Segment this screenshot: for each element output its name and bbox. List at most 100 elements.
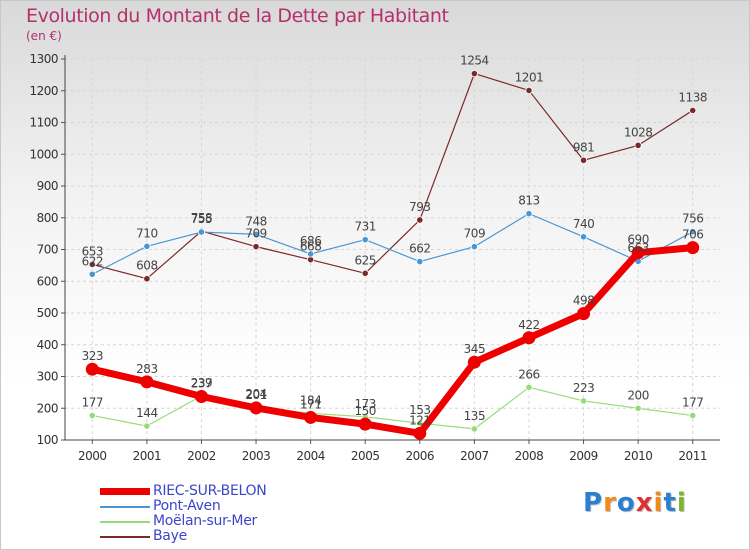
data-label-moelan-sur-mer: 135: [464, 409, 485, 423]
x-tick-label: 2010: [624, 449, 653, 463]
legend-label-pont-aven: Pont-Aven: [153, 498, 221, 514]
data-point-baye: [143, 275, 151, 283]
logo-letter: i: [653, 488, 664, 518]
data-label-baye: 1028: [624, 125, 653, 139]
data-point-moelan-sur-mer: [525, 383, 533, 391]
data-label-layer: 653 608 758 709 668 625 793 1254 1201 981 1028 1138…: [82, 54, 708, 428]
legend-swatch-riec-sur-belon: [100, 488, 150, 495]
data-label-baye: 1201: [515, 70, 544, 84]
data-label-baye: 1138: [678, 90, 707, 104]
axis-layer: 100 200 300 400 500 600 700 800 900 1000 1100 1200 1…: [29, 52, 720, 463]
series-line-riec-sur-belon: [88, 244, 697, 437]
data-point-riec-sur-belon: [631, 246, 645, 260]
data-label-riec-sur-belon: 150: [355, 404, 376, 418]
data-label-baye: 793: [409, 200, 430, 214]
data-point-moelan-sur-mer: [143, 422, 151, 430]
data-point-baye: [579, 156, 588, 164]
data-label-pont-aven: 755: [191, 212, 212, 226]
data-label-baye: 625: [355, 253, 376, 267]
data-point-baye: [416, 216, 424, 224]
data-label-moelan-sur-mer: 200: [627, 388, 648, 402]
data-label-pont-aven: 686: [300, 234, 321, 248]
y-tick-label: 400: [37, 338, 58, 352]
data-label-riec-sur-belon: 171: [300, 397, 321, 411]
data-point-moelan-sur-mer: [689, 411, 697, 420]
data-label-riec-sur-belon: 422: [518, 318, 539, 332]
x-tick-label: 2000: [78, 449, 107, 463]
data-label-baye: 1254: [460, 54, 489, 68]
data-point-pont-aven: [470, 243, 478, 251]
data-point-baye: [634, 141, 642, 149]
data-label-riec-sur-belon: 201: [245, 388, 266, 402]
data-point-pont-aven: [197, 228, 206, 236]
logo-letter: P: [583, 488, 604, 518]
x-tick-label: 2003: [242, 449, 271, 463]
data-point-moelan-sur-mer: [579, 397, 588, 405]
data-label-moelan-sur-mer: 184: [300, 393, 321, 407]
proxiti-logo[interactable]: Proxiti: [583, 488, 687, 518]
data-point-pont-aven: [252, 230, 260, 238]
y-tick-label: 500: [37, 306, 58, 320]
data-point-pont-aven: [525, 210, 533, 218]
chart-title: Evolution du Montant de la Dette par Hab…: [26, 5, 449, 27]
data-point-pont-aven: [579, 233, 588, 241]
data-label-pont-aven: 709: [464, 227, 485, 241]
data-point-moelan-sur-mer: [88, 411, 96, 420]
data-label-baye: 668: [300, 240, 321, 254]
data-label-moelan-sur-mer: 223: [573, 381, 594, 395]
data-label-pont-aven: 662: [409, 242, 430, 256]
y-tick-label: 1200: [29, 84, 58, 98]
data-label-baye: 758: [191, 211, 212, 225]
line-chart: 100 200 300 400 500 600 700 800 900 1000 1100 1200 1…: [29, 52, 720, 463]
data-label-riec-sur-belon: 121: [409, 413, 430, 427]
data-point-pont-aven: [88, 270, 96, 278]
series-layer: [85, 70, 700, 440]
y-tick-label: 700: [37, 243, 58, 257]
data-label-moelan-sur-mer: 173: [355, 397, 376, 411]
data-label-moelan-sur-mer: 153: [409, 403, 430, 417]
logo-letter: t: [663, 488, 677, 518]
data-point-moelan-sur-mer: [416, 419, 424, 427]
y-tick-label: 800: [37, 211, 58, 225]
series-line-pont-aven: [91, 213, 694, 275]
logo-letter: o: [616, 488, 636, 518]
data-point-pont-aven: [416, 257, 424, 266]
logo-letter: r: [603, 488, 617, 518]
data-label-riec-sur-belon: 690: [627, 233, 648, 247]
data-label-moelan-sur-mer: 177: [82, 396, 103, 410]
data-point-riec-sur-belon: [467, 355, 481, 369]
data-point-riec-sur-belon: [304, 410, 318, 424]
y-tick-label: 300: [37, 370, 58, 384]
data-label-riec-sur-belon: 498: [573, 294, 594, 308]
data-point-riec-sur-belon: [577, 307, 591, 321]
data-label-pont-aven: 748: [245, 214, 266, 228]
data-point-pont-aven: [361, 236, 369, 244]
legend-swatch-pont-aven: [100, 506, 150, 508]
data-label-riec-sur-belon: 283: [136, 362, 157, 376]
y-tick-label: 600: [37, 274, 58, 288]
data-point-riec-sur-belon: [413, 426, 427, 440]
data-point-baye: [361, 269, 369, 277]
data-point-baye: [525, 86, 533, 95]
data-label-pont-aven: 740: [573, 217, 594, 231]
y-tick-label: 100: [37, 433, 58, 447]
data-label-baye: 653: [82, 244, 103, 258]
data-label-moelan-sur-mer: 144: [136, 406, 157, 420]
y-tick-label: 200: [37, 401, 58, 415]
data-label-pont-aven: 813: [518, 194, 539, 208]
x-tick-label: 2007: [460, 449, 489, 463]
data-label-baye: 608: [136, 259, 157, 273]
data-label-pont-aven: 663: [627, 241, 648, 255]
x-tick-label: 2009: [569, 449, 598, 463]
data-point-riec-sur-belon: [686, 241, 700, 255]
data-point-riec-sur-belon: [194, 390, 208, 404]
legend-swatch-baye: [100, 536, 150, 538]
data-point-baye: [252, 243, 260, 251]
data-label-riec-sur-belon: 323: [82, 349, 103, 363]
data-label-moelan-sur-mer: 177: [682, 396, 703, 410]
chart-subtitle: (en €): [26, 29, 62, 43]
data-point-baye: [470, 70, 478, 78]
data-label-riec-sur-belon: 237: [191, 377, 212, 391]
legend-label-baye: Baye: [153, 528, 187, 544]
